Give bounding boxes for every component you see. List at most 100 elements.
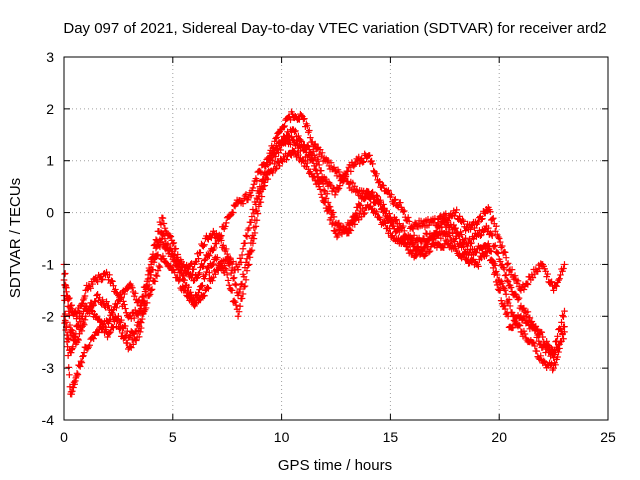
data-point (226, 254, 234, 262)
x-tick-label: 25 (600, 429, 616, 445)
data-point (560, 265, 567, 272)
data-point (313, 145, 321, 152)
data-point (479, 215, 486, 222)
data-point (367, 193, 374, 201)
y-axis-label: SDTVAR / TECUs (7, 178, 24, 298)
data-point (241, 192, 249, 200)
data-point (109, 309, 116, 317)
data-point (373, 192, 380, 199)
data-point (347, 168, 355, 175)
data-point (61, 270, 69, 277)
data-point (271, 149, 278, 156)
data-point (286, 133, 293, 140)
data-point (334, 231, 342, 239)
data-point (219, 242, 227, 249)
chart-title: Day 097 of 2021, Sidereal Day-to-day VTE… (63, 20, 606, 37)
data-point (121, 290, 128, 298)
data-point (298, 138, 305, 145)
data-point (550, 287, 557, 294)
data-point (243, 267, 251, 274)
data-point (524, 308, 532, 316)
data-point (155, 262, 163, 270)
data-point (181, 276, 188, 284)
data-point (342, 171, 350, 179)
data-point (239, 290, 247, 298)
data-point (87, 303, 95, 311)
data-point (147, 287, 155, 294)
data-point (110, 324, 117, 331)
data-point (322, 175, 330, 183)
data-point (471, 224, 478, 232)
data-point (556, 345, 563, 352)
data-point (355, 216, 363, 224)
data-point (262, 162, 270, 170)
data-point (236, 285, 244, 293)
data-point (475, 263, 482, 270)
data-point (496, 238, 504, 246)
data-point (278, 157, 285, 165)
data-point (491, 242, 499, 249)
data-point (396, 220, 403, 227)
data-point (204, 284, 211, 291)
data-point (445, 228, 453, 236)
data-point (523, 280, 531, 287)
data-point (540, 357, 548, 365)
data-point (158, 235, 166, 242)
data-point (350, 162, 358, 170)
data-point (239, 245, 247, 253)
data-point (490, 271, 498, 278)
data-point (119, 329, 126, 337)
data-point (369, 188, 376, 196)
data-point (209, 277, 216, 284)
data-point (203, 268, 210, 276)
data-point (521, 307, 529, 315)
data-point (280, 123, 287, 131)
data-point (409, 225, 417, 233)
data-point (86, 341, 94, 349)
data-point (351, 213, 359, 221)
data-point (473, 248, 480, 256)
data-point (323, 158, 331, 166)
data-point (253, 216, 261, 224)
data-point (398, 236, 406, 244)
data-point (282, 137, 289, 144)
data-point (145, 281, 153, 289)
data-point (495, 235, 503, 242)
data-point (347, 227, 355, 234)
data-point (460, 243, 467, 251)
data-point (178, 269, 186, 277)
data-point (222, 266, 230, 274)
data-point (232, 281, 240, 289)
data-point (502, 254, 510, 261)
data-point (357, 202, 365, 209)
data-point (487, 230, 495, 238)
data-point (77, 357, 85, 365)
data-point (212, 270, 219, 278)
data-point (537, 352, 545, 360)
data-point (182, 287, 189, 294)
data-point (234, 266, 242, 273)
data-point (143, 299, 151, 307)
data-point (145, 292, 153, 300)
data-point (327, 214, 335, 222)
data-point (256, 167, 264, 175)
data-point (334, 186, 342, 194)
data-point (315, 183, 323, 190)
data-point (88, 307, 95, 314)
y-tick-label: -2 (42, 308, 55, 324)
data-point (272, 153, 279, 160)
data-point (500, 301, 508, 309)
series-track-4 (60, 147, 568, 356)
data-point (234, 292, 242, 299)
data-point (98, 276, 105, 284)
data-point (66, 294, 73, 302)
data-point (392, 216, 399, 224)
data-point (106, 271, 113, 279)
data-point (230, 297, 238, 305)
data-point (498, 279, 506, 287)
data-point (157, 221, 165, 228)
data-point (197, 249, 204, 256)
data-point (66, 371, 73, 379)
data-point (554, 353, 561, 361)
